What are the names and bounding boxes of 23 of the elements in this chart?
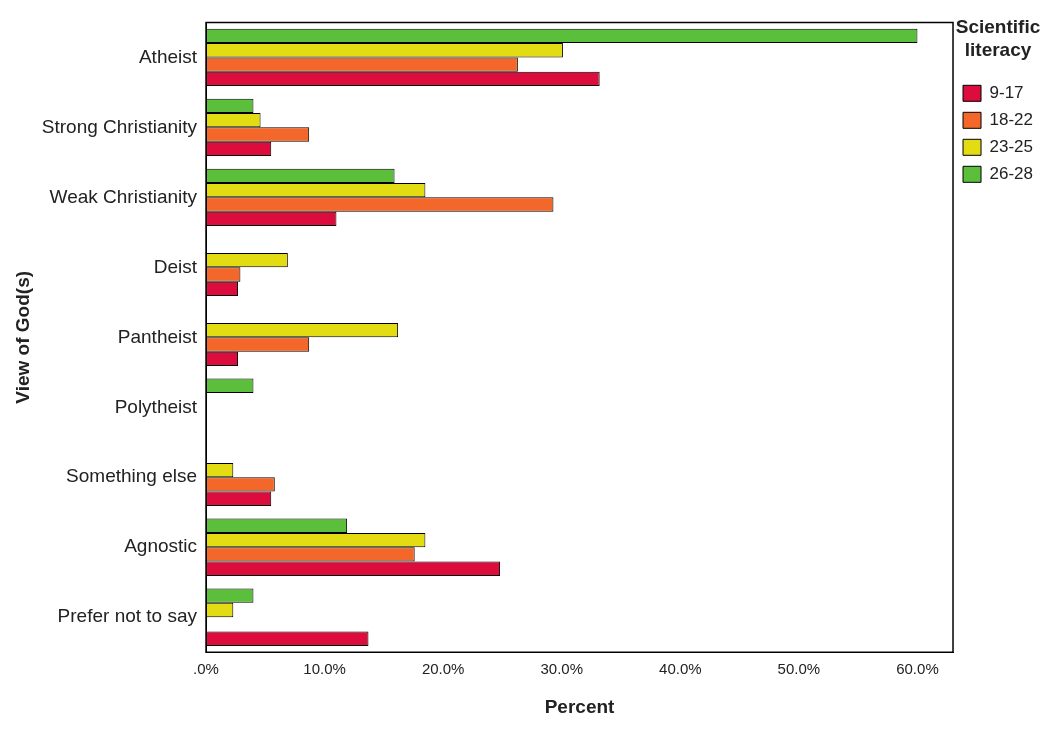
x-tick-label: 60.0% bbox=[896, 660, 939, 678]
x-tick-label: 50.0% bbox=[777, 660, 821, 678]
x-tick-label: 10.0% bbox=[303, 660, 346, 678]
legend-label: 23-25 bbox=[989, 136, 1033, 156]
legend-label: 9-17 bbox=[989, 82, 1024, 102]
y-tick-label: Weak Christianity bbox=[49, 185, 198, 207]
y-tick-label: Polytheist bbox=[114, 395, 198, 417]
x-tick-label: 20.0% bbox=[421, 660, 465, 678]
y-tick-label: Prefer not to say bbox=[57, 605, 198, 627]
x-tick-label: 30.0% bbox=[540, 660, 584, 678]
y-tick-label: Pantheist bbox=[117, 325, 198, 347]
y-tick-label: Something else bbox=[66, 465, 198, 487]
legend-label: 18-22 bbox=[989, 109, 1033, 129]
y-axis-title: View of God(s) bbox=[11, 270, 33, 404]
y-tick-label: Strong Christianity bbox=[41, 115, 198, 137]
x-tick-label: 40.0% bbox=[659, 660, 702, 678]
y-tick-label: Deist bbox=[153, 255, 198, 277]
x-tick-label: .0% bbox=[193, 660, 219, 678]
legend-label: 26-28 bbox=[989, 163, 1033, 183]
y-tick-label: Agnostic bbox=[124, 535, 198, 557]
y-tick-label: Atheist bbox=[138, 45, 198, 67]
x-axis-title: Percent bbox=[544, 695, 616, 717]
legend-title: Scientific literacy bbox=[955, 15, 1041, 60]
